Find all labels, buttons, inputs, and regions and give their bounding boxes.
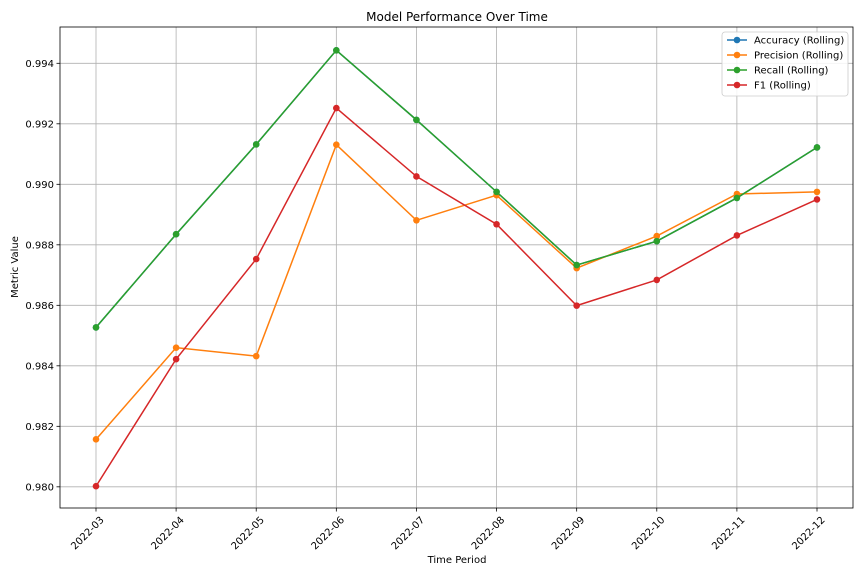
grid [60, 27, 853, 508]
plot-frame [59, 26, 854, 509]
series-layer [92, 46, 821, 490]
series-line [95, 49, 818, 328]
legend-label: Precision (Rolling) [754, 51, 843, 62]
series-line [95, 49, 818, 328]
legend-marker [733, 36, 741, 44]
data-point [813, 144, 821, 151]
series-line [95, 106, 818, 487]
legend-marker [733, 66, 741, 74]
legend-marker [733, 51, 741, 59]
y-tick-label: 0.982 [25, 422, 54, 433]
x-tick-label: 2022-04 [149, 515, 186, 552]
data-point [252, 141, 260, 148]
x-tick-label: 2022-11 [710, 515, 747, 552]
legend-label: Recall (Rolling) [754, 66, 829, 77]
y-tick-label: 0.992 [25, 119, 54, 130]
x-tick-label: 2022-12 [790, 515, 827, 552]
y-tick-label: 0.990 [25, 180, 54, 191]
data-point [92, 436, 100, 443]
legend-item: F1 (Rolling) [727, 81, 811, 92]
data-point [413, 116, 420, 124]
chart-title: Model Performance Over Time [366, 10, 548, 24]
data-point [252, 255, 260, 263]
data-point [92, 482, 100, 490]
data-point [333, 104, 340, 112]
y-tick-label: 0.980 [25, 482, 54, 493]
y-tick-label: 0.986 [25, 301, 54, 312]
series-3 [92, 104, 821, 490]
legend-label: Accuracy (Rolling) [754, 36, 844, 47]
y-tick-label: 0.994 [25, 59, 54, 70]
x-tick-label: 2022-08 [470, 515, 507, 552]
y-axis: 0.980 0.982 0.984 0.986 0.988 0.990 0.992 0.994 [25, 59, 60, 493]
data-point [733, 232, 741, 239]
data-point [413, 173, 420, 180]
x-tick-label: 2022-03 [69, 515, 106, 552]
legend: Accuracy (Rolling) Precision (Rolling) Rec… [721, 31, 849, 97]
y-axis-title: Metric Value [10, 236, 21, 298]
x-tick-label: 2022-06 [310, 515, 347, 552]
series-1 [92, 141, 821, 443]
x-tick-label: 2022-07 [390, 515, 427, 552]
x-axis: 2022-03 2022-04 2022-05 2022-06 2022-07 2022-… [69, 508, 828, 552]
data-point [413, 217, 420, 224]
series-2 [92, 46, 821, 331]
data-point [733, 194, 741, 202]
data-point [653, 276, 661, 284]
data-point [493, 188, 500, 196]
legend-item: Recall (Rolling) [727, 66, 829, 77]
legend-item: Precision (Rolling) [727, 51, 843, 62]
data-point [573, 261, 580, 269]
legend-label: F1 (Rolling) [754, 81, 811, 92]
data-point [252, 352, 260, 360]
data-point [172, 230, 180, 238]
series-line [95, 143, 818, 440]
y-tick-label: 0.988 [25, 240, 54, 251]
x-tick-label: 2022-10 [630, 515, 667, 552]
y-tick-label: 0.984 [25, 361, 54, 372]
data-point [333, 141, 340, 148]
data-point [172, 355, 180, 363]
data-point [333, 46, 340, 54]
legend-marker [733, 81, 741, 89]
data-point [653, 237, 661, 245]
data-point [813, 196, 821, 203]
legend-box [721, 31, 849, 97]
data-point [573, 302, 580, 309]
data-point [813, 188, 821, 196]
x-tick-label: 2022-09 [550, 515, 587, 552]
x-tick-label: 2022-05 [230, 515, 267, 552]
series-0 [92, 46, 821, 331]
data-point [493, 220, 500, 228]
x-axis-title: Time Period [427, 555, 487, 566]
data-point [172, 344, 180, 351]
data-point [653, 232, 661, 240]
legend-item: Accuracy (Rolling) [727, 36, 844, 47]
data-point [92, 324, 100, 331]
